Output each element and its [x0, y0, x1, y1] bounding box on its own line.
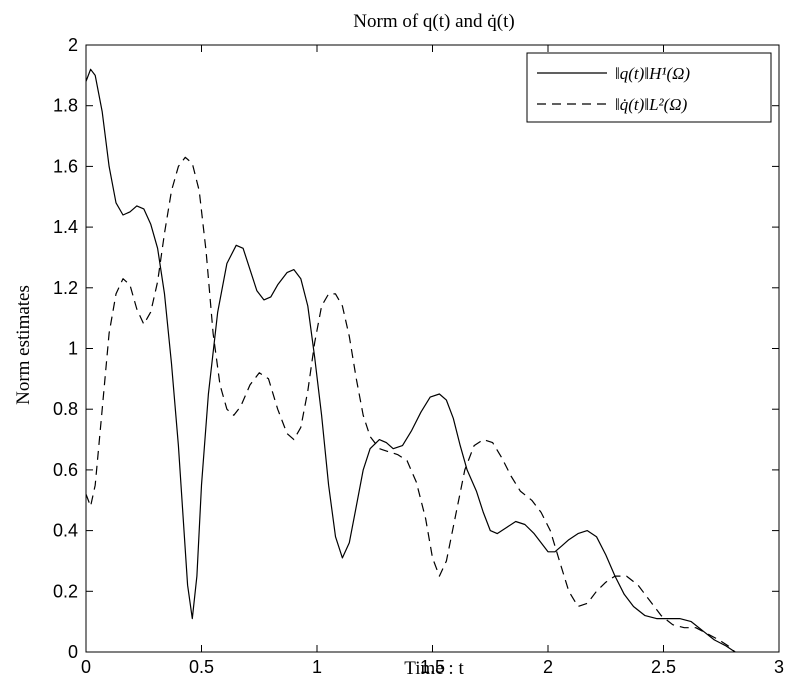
y-tick-label: 0.2 [53, 581, 78, 601]
plot-layer [85, 68, 736, 653]
axes-layer: 0 0.5 1 1.5 2 2.5 3 0 0.2 0.4 0.6 0.8 1 1.2 1.4 1.6 1.8 2 [53, 35, 784, 677]
legend-label-1: ‖q(t)‖H¹(Ω) [615, 64, 690, 83]
x-tick-label: 0.5 [189, 657, 214, 677]
y-tick-label: 2 [68, 35, 78, 55]
x-tick-label: 2 [543, 657, 553, 677]
y-tick-label: 0.4 [53, 521, 78, 541]
y-tick-label: 1.6 [53, 156, 78, 176]
y-tick-label: 1.8 [53, 96, 78, 116]
x-tick-label: 1.5 [420, 657, 445, 677]
y-tick-label: 0.8 [53, 399, 78, 419]
series-line-2 [85, 156, 736, 653]
y-tick-label: 0 [68, 642, 78, 662]
y-tick-label: 1 [68, 339, 78, 359]
series-line-1 [85, 68, 736, 653]
x-tick-label: 2.5 [651, 657, 676, 677]
chart-title: Norm of q(t) and q̇(t) [353, 11, 514, 32]
legend-box [526, 52, 772, 123]
y-tick-label: 1.4 [53, 217, 78, 237]
y-tick-label: 0.6 [53, 460, 78, 480]
y-axis-label: Norm estimates [13, 285, 34, 405]
x-tick-label: 0 [81, 657, 91, 677]
y-tick-label: 1.2 [53, 278, 78, 298]
legend-label-2: ‖q̇(t)‖L²(Ω) [615, 95, 688, 114]
x-axis-label: Time : t [404, 658, 464, 679]
legend: ‖q(t)‖H¹(Ω) ‖q̇(t)‖L²(Ω) [526, 52, 772, 123]
x-tick-label: 3 [774, 657, 784, 677]
x-tick-label: 1 [312, 657, 322, 677]
